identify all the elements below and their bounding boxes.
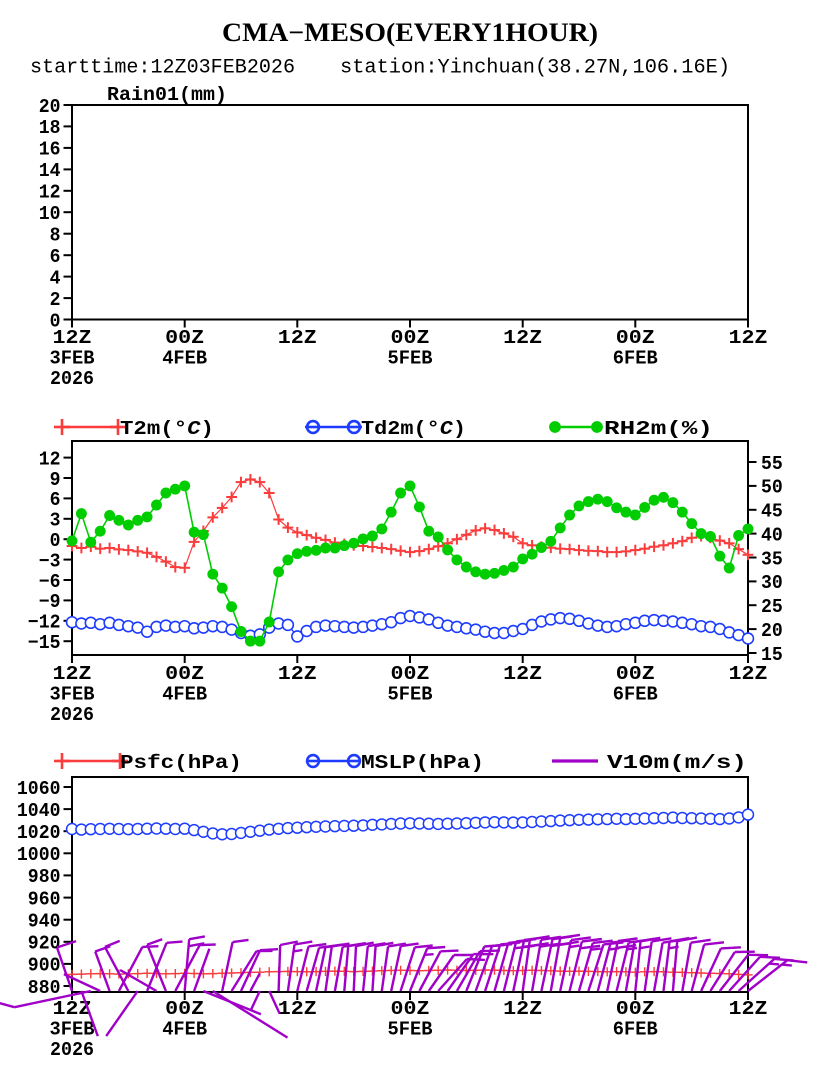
svg-text:14: 14	[39, 160, 61, 182]
svg-text:12Z: 12Z	[503, 663, 542, 685]
svg-text:4FEB: 4FEB	[162, 348, 207, 370]
svg-text:4: 4	[50, 267, 61, 289]
svg-text:12: 12	[39, 448, 61, 470]
svg-text:12Z: 12Z	[278, 327, 317, 349]
svg-text:MSLP(hPa): MSLP(hPa)	[361, 752, 484, 774]
svg-text:12Z: 12Z	[729, 327, 768, 349]
svg-text:12Z: 12Z	[503, 327, 542, 349]
svg-text:12Z: 12Z	[53, 327, 92, 349]
svg-text:2026: 2026	[50, 704, 94, 726]
svg-text:T2m(°C): T2m(°C)	[120, 418, 214, 440]
svg-text:35: 35	[761, 548, 783, 570]
svg-text:1020: 1020	[17, 822, 61, 844]
svg-text:12Z: 12Z	[53, 663, 92, 685]
svg-text:55: 55	[761, 453, 783, 475]
svg-text:30: 30	[761, 572, 783, 594]
svg-text:CMA−MESO(EVERY1HOUR): CMA−MESO(EVERY1HOUR)	[222, 18, 598, 47]
svg-text:10: 10	[39, 203, 61, 225]
svg-text:Td2m(°C): Td2m(°C)	[361, 418, 466, 440]
svg-text:16: 16	[39, 139, 61, 161]
svg-text:starttime:12Z03FEB2026: starttime:12Z03FEB2026	[30, 57, 295, 80]
svg-text:12Z: 12Z	[503, 998, 542, 1020]
svg-text:−15: −15	[28, 632, 61, 654]
svg-text:6FEB: 6FEB	[613, 684, 658, 706]
svg-text:1060: 1060	[17, 778, 61, 800]
svg-text:00Z: 00Z	[391, 663, 430, 685]
svg-text:00Z: 00Z	[391, 998, 430, 1020]
svg-text:Rain01(mm): Rain01(mm)	[107, 84, 227, 106]
svg-text:2: 2	[50, 289, 61, 311]
svg-text:−9: −9	[39, 591, 61, 613]
svg-text:−6: −6	[39, 571, 61, 593]
svg-text:5FEB: 5FEB	[388, 348, 433, 370]
svg-text:20: 20	[39, 96, 61, 118]
svg-text:6: 6	[50, 489, 61, 511]
svg-text:3FEB: 3FEB	[50, 684, 95, 706]
svg-text:3FEB: 3FEB	[50, 348, 95, 370]
svg-text:V10m(m/s): V10m(m/s)	[607, 752, 747, 774]
svg-text:4FEB: 4FEB	[162, 684, 207, 706]
svg-text:960: 960	[28, 888, 61, 910]
svg-text:12Z: 12Z	[729, 998, 768, 1020]
svg-text:3: 3	[50, 510, 61, 532]
svg-text:12Z: 12Z	[278, 663, 317, 685]
svg-text:00Z: 00Z	[165, 998, 204, 1020]
svg-text:3FEB: 3FEB	[50, 1019, 95, 1041]
svg-text:1040: 1040	[17, 800, 61, 822]
svg-text:−12: −12	[28, 612, 61, 634]
svg-text:00Z: 00Z	[165, 327, 204, 349]
svg-text:4FEB: 4FEB	[162, 1019, 207, 1041]
svg-text:Psfc(hPa): Psfc(hPa)	[120, 752, 242, 774]
svg-text:12: 12	[39, 182, 61, 204]
svg-text:50: 50	[761, 477, 783, 499]
svg-text:12Z: 12Z	[729, 663, 768, 685]
svg-text:2026: 2026	[50, 368, 94, 390]
svg-text:980: 980	[28, 866, 61, 888]
svg-text:5FEB: 5FEB	[388, 684, 433, 706]
svg-text:880: 880	[28, 977, 61, 999]
svg-text:6FEB: 6FEB	[613, 1019, 658, 1041]
svg-text:12Z: 12Z	[278, 998, 317, 1020]
svg-text:900: 900	[28, 955, 61, 977]
svg-text:00Z: 00Z	[616, 998, 655, 1020]
svg-text:8: 8	[50, 225, 61, 247]
svg-text:0: 0	[50, 530, 61, 552]
svg-text:25: 25	[761, 596, 783, 618]
svg-text:940: 940	[28, 911, 61, 933]
svg-text:920: 920	[28, 933, 61, 955]
svg-text:00Z: 00Z	[616, 327, 655, 349]
svg-text:20: 20	[761, 620, 783, 642]
svg-text:40: 40	[761, 524, 783, 546]
svg-text:00Z: 00Z	[165, 663, 204, 685]
svg-text:45: 45	[761, 501, 783, 523]
svg-text:1000: 1000	[17, 844, 61, 866]
svg-text:2026: 2026	[50, 1039, 94, 1061]
svg-text:6: 6	[50, 246, 61, 268]
svg-text:18: 18	[39, 117, 61, 139]
svg-text:−3: −3	[39, 550, 61, 572]
svg-text:9: 9	[50, 469, 61, 491]
svg-text:6FEB: 6FEB	[613, 348, 658, 370]
svg-text:00Z: 00Z	[616, 663, 655, 685]
svg-text:00Z: 00Z	[391, 327, 430, 349]
svg-text:5FEB: 5FEB	[388, 1019, 433, 1041]
svg-text:station:Yinchuan(38.27N,106.16: station:Yinchuan(38.27N,106.16E)	[340, 57, 730, 80]
svg-text:RH2m(%): RH2m(%)	[604, 418, 713, 440]
